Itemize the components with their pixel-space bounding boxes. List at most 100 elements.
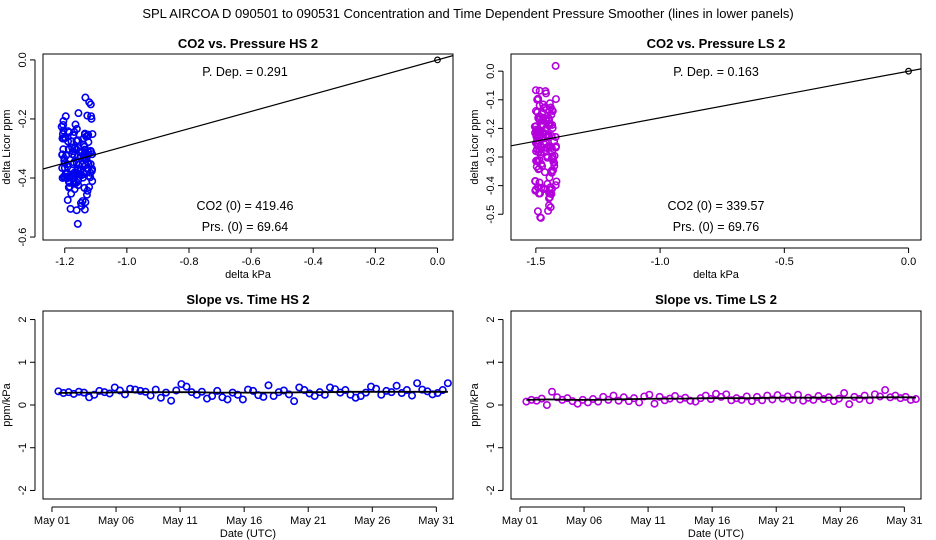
ls2-timeseries-x-tick-label: May 11 bbox=[630, 515, 665, 527]
hs2-timeseries-point bbox=[438, 386, 447, 395]
ls2-scatter-point bbox=[547, 132, 556, 141]
ls2-scatter-origin-point bbox=[905, 67, 912, 75]
hs2-timeseries-ylabel: ppm/kPa bbox=[1, 382, 13, 426]
ls2-scatter-frame bbox=[510, 53, 922, 241]
ls2-scatter-y-tick-label: -0.4 bbox=[485, 176, 497, 195]
hs2-scatter-point bbox=[77, 201, 86, 210]
ls2-scatter-point bbox=[552, 177, 561, 186]
ls2-timeseries-point bbox=[686, 396, 695, 405]
hs2-scatter-point bbox=[67, 189, 76, 198]
hs2-timeseries-x-tick-label: May 01 bbox=[34, 515, 70, 527]
hs2-timeseries-point bbox=[392, 381, 401, 390]
ls2-scatter-point bbox=[534, 157, 543, 166]
hs2-timeseries-point bbox=[121, 390, 130, 399]
ls2-scatter-y-tick-label: -0.3 bbox=[485, 148, 497, 167]
hs2-scatter-point bbox=[78, 197, 87, 206]
ls2-scatter-point bbox=[531, 139, 540, 148]
ls2-scatter-point bbox=[533, 128, 542, 137]
ls2-scatter-point bbox=[548, 147, 557, 156]
hs2-timeseries-point bbox=[290, 397, 299, 406]
hs2-scatter-point bbox=[73, 165, 82, 174]
hs2-timeseries-smoother-line bbox=[58, 390, 448, 394]
ls2-scatter-point bbox=[533, 207, 542, 216]
ls2-timeseries-x-tick-label: May 21 bbox=[758, 515, 794, 527]
ls2-scatter-data bbox=[511, 61, 921, 222]
ls2-timeseries-x-tick-label: May 16 bbox=[694, 515, 730, 527]
ls2-timeseries-point bbox=[594, 397, 603, 406]
hs2-scatter-panel: CO2 vs. Pressure HS 2 -1.2 -1.0 -0.8 -0.6 -0.… bbox=[1, 36, 454, 281]
hs2-timeseries-y-tick-label: 1 bbox=[17, 359, 29, 365]
hs2-scatter-point bbox=[61, 173, 70, 182]
hs2-timeseries-x-tick-label: May 16 bbox=[226, 515, 262, 527]
hs2-timeseries-title: Slope vs. Time HS 2 bbox=[186, 292, 309, 307]
ls2-scatter-co2-0: CO2 (0) = 339.57 bbox=[668, 199, 765, 213]
ls2-timeseries-frame bbox=[510, 310, 922, 500]
hs2-scatter-point bbox=[82, 190, 91, 199]
hs2-scatter-co2-0: CO2 (0) = 419.46 bbox=[197, 199, 294, 213]
hs2-scatter-p-dep: P. Dep. = 0.291 bbox=[202, 65, 288, 79]
hs2-scatter-x-tick-label: -1.0 bbox=[117, 256, 136, 268]
hs2-timeseries-point bbox=[167, 396, 176, 405]
ls2-timeseries-smoother-line bbox=[526, 396, 916, 401]
ls2-scatter-point bbox=[539, 134, 548, 143]
ls2-scatter-point bbox=[550, 162, 559, 171]
hs2-scatter-x-tick-label: -0.8 bbox=[180, 256, 199, 268]
ls2-scatter-point bbox=[535, 115, 544, 124]
hs2-timeseries-y-tick-label: 2 bbox=[17, 316, 29, 322]
hs2-scatter-x-tick-label: 0.0 bbox=[430, 256, 445, 268]
hs2-scatter-point bbox=[81, 93, 90, 102]
hs2-scatter-point bbox=[79, 170, 88, 179]
ls2-timeseries-y-tick-label: 2 bbox=[485, 316, 497, 322]
figure-suptitle: SPL AIRCOA D 090501 to 090531 Concentrat… bbox=[142, 6, 793, 21]
ls2-timeseries-panel: Slope vs. Time LS 2 May 01 May 06 May 11 May… bbox=[469, 292, 922, 540]
ls2-scatter-point bbox=[531, 177, 540, 186]
ls2-scatter-ylabel: delta Licor ppm bbox=[469, 109, 481, 184]
ls2-timeseries-x-tick-label: May 06 bbox=[566, 515, 602, 527]
ls2-scatter-point bbox=[539, 184, 548, 193]
ls2-timeseries-point bbox=[768, 395, 777, 404]
ls2-scatter-y-tick-label: -0.2 bbox=[485, 119, 497, 138]
ls2-timeseries-point bbox=[763, 391, 772, 400]
ls2-timeseries-y-tick-label: -2 bbox=[485, 486, 497, 496]
hs2-timeseries-point bbox=[182, 382, 191, 391]
hs2-timeseries-point bbox=[259, 392, 268, 401]
hs2-scatter-x-tick-label: -1.2 bbox=[55, 256, 74, 268]
hs2-timeseries-point bbox=[264, 381, 273, 390]
ls2-scatter-point bbox=[544, 194, 553, 203]
hs2-scatter-y-tick-label: -0.6 bbox=[17, 228, 29, 247]
hs2-timeseries-y-tick-label: -1 bbox=[17, 443, 29, 453]
hs2-timeseries-point bbox=[284, 390, 293, 399]
ls2-timeseries-point bbox=[860, 391, 869, 400]
hs2-scatter-point bbox=[88, 165, 97, 174]
hs2-scatter-data bbox=[43, 55, 453, 228]
ls2-scatter-point bbox=[545, 173, 554, 182]
hs2-timeseries-point bbox=[443, 379, 452, 388]
hs2-timeseries-point bbox=[90, 390, 99, 399]
ls2-timeseries-point bbox=[542, 400, 551, 409]
hs2-scatter-frame bbox=[42, 53, 454, 241]
hs2-timeseries-point bbox=[105, 389, 114, 398]
hs2-scatter-point bbox=[84, 130, 93, 139]
hs2-timeseries-point bbox=[223, 395, 232, 404]
ls2-timeseries-x-tick-label: May 31 bbox=[886, 515, 922, 527]
hs2-timeseries-point bbox=[146, 391, 155, 400]
ls2-timeseries-point bbox=[650, 399, 659, 408]
ls2-scatter-x-tick-label: -1.0 bbox=[651, 256, 670, 268]
hs2-scatter-point bbox=[85, 183, 94, 192]
ls2-timeseries-x-tick-label: May 01 bbox=[502, 515, 538, 527]
ls2-scatter-point bbox=[531, 107, 540, 116]
hs2-scatter-point bbox=[80, 183, 89, 192]
hs2-timeseries-y-tick-label: 0 bbox=[17, 402, 29, 408]
ls2-scatter-point bbox=[533, 156, 542, 165]
ls2-scatter-y-tick-label: -0.1 bbox=[485, 90, 497, 109]
hs2-scatter-point bbox=[72, 206, 81, 215]
ls2-scatter-point bbox=[549, 158, 558, 167]
hs2-scatter-y-tick-label: 0.0 bbox=[17, 52, 29, 67]
hs2-scatter-point bbox=[64, 183, 73, 192]
ls2-scatter-y-tick-label: -0.5 bbox=[485, 205, 497, 224]
hs2-scatter-point bbox=[78, 160, 87, 169]
hs2-scatter-origin-point bbox=[434, 56, 441, 64]
hs2-scatter-point bbox=[59, 120, 68, 129]
hs2-timeseries-point bbox=[136, 386, 145, 395]
